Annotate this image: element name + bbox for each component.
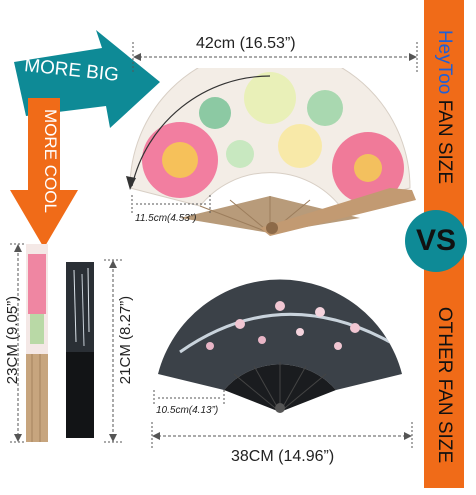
floral-fan [126, 68, 416, 236]
heytoo-size-text: FAN SIZE [434, 94, 455, 185]
folded-black-fan [66, 262, 94, 438]
top-width-label: 42cm (16.53”) [196, 35, 296, 52]
folded-floral-fan [26, 244, 48, 442]
other-rib-dimension [153, 390, 225, 406]
top-rib-dimension [131, 195, 211, 213]
vs-badge: VS [405, 210, 467, 272]
other-height-label: 21CM (8.27”) [117, 295, 134, 385]
other-height-dimension [104, 259, 122, 443]
heytoo-height-label: 23CM (9.05”) [4, 295, 21, 385]
bottom-width-label: 38CM (14.96”) [231, 448, 335, 465]
bottom-width-dimension [151, 422, 413, 450]
other-rib-label: 10.5cm(4.13”) [156, 405, 219, 416]
more-cool-label: MORE COOL [41, 109, 60, 213]
black-fan [158, 279, 402, 413]
top-width-dimension [132, 42, 418, 74]
heytoo-height-dimension [10, 243, 26, 443]
other-size-label: OTHER FAN SIZE [434, 306, 455, 464]
brand-name: HeyToo [434, 29, 455, 95]
more-cool-arrow [10, 98, 78, 248]
top-rib-label: 11.5cm(4.53”) [135, 213, 197, 224]
heytoo-size-label: HeyToo FAN SIZE [431, 0, 457, 217]
